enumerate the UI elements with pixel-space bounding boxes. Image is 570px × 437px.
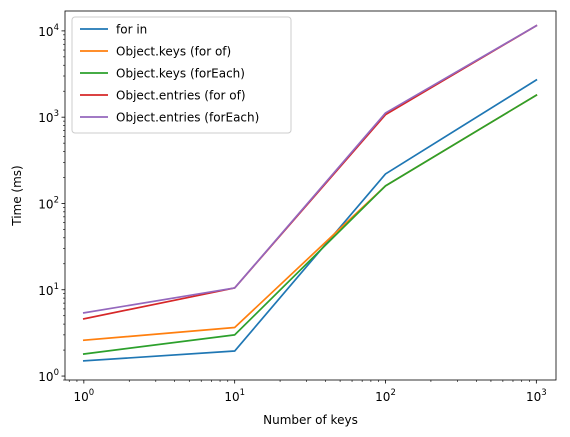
y-tick-label: 104 (38, 23, 59, 39)
y-tick-label: 102 (38, 195, 59, 211)
series-line-3 (82, 93, 538, 355)
y-tick-label: 100 (38, 368, 59, 384)
y-tick-label: 103 (38, 109, 59, 125)
legend-label: Object.keys (forEach) (116, 67, 245, 81)
legend-label: for in (116, 23, 147, 37)
series-layer (82, 24, 538, 362)
plot-frame (64, 10, 557, 381)
y-tick-label: 101 (38, 282, 59, 298)
axis-layer: 100 101 102 103 100 101 102 103 104 (38, 23, 546, 404)
legend-box (71, 16, 292, 134)
x-tick-label: 102 (375, 388, 396, 404)
x-tick-label: 103 (526, 388, 547, 404)
x-tick-label: 100 (73, 388, 94, 404)
x-axis-label: Number of keys (263, 413, 358, 427)
legend-label: Object.entries (forEach) (116, 111, 259, 125)
y-axis-label: Time (ms) (10, 165, 24, 227)
series-line-5 (82, 24, 538, 314)
legend-label: Object.keys (for of) (116, 45, 231, 59)
legend: for in Object.keys (for of) Object.keys (f… (71, 16, 292, 134)
series-line-1 (82, 78, 538, 362)
x-tick-label: 101 (224, 388, 245, 404)
legend-label: Object.entries (for of) (116, 89, 246, 103)
